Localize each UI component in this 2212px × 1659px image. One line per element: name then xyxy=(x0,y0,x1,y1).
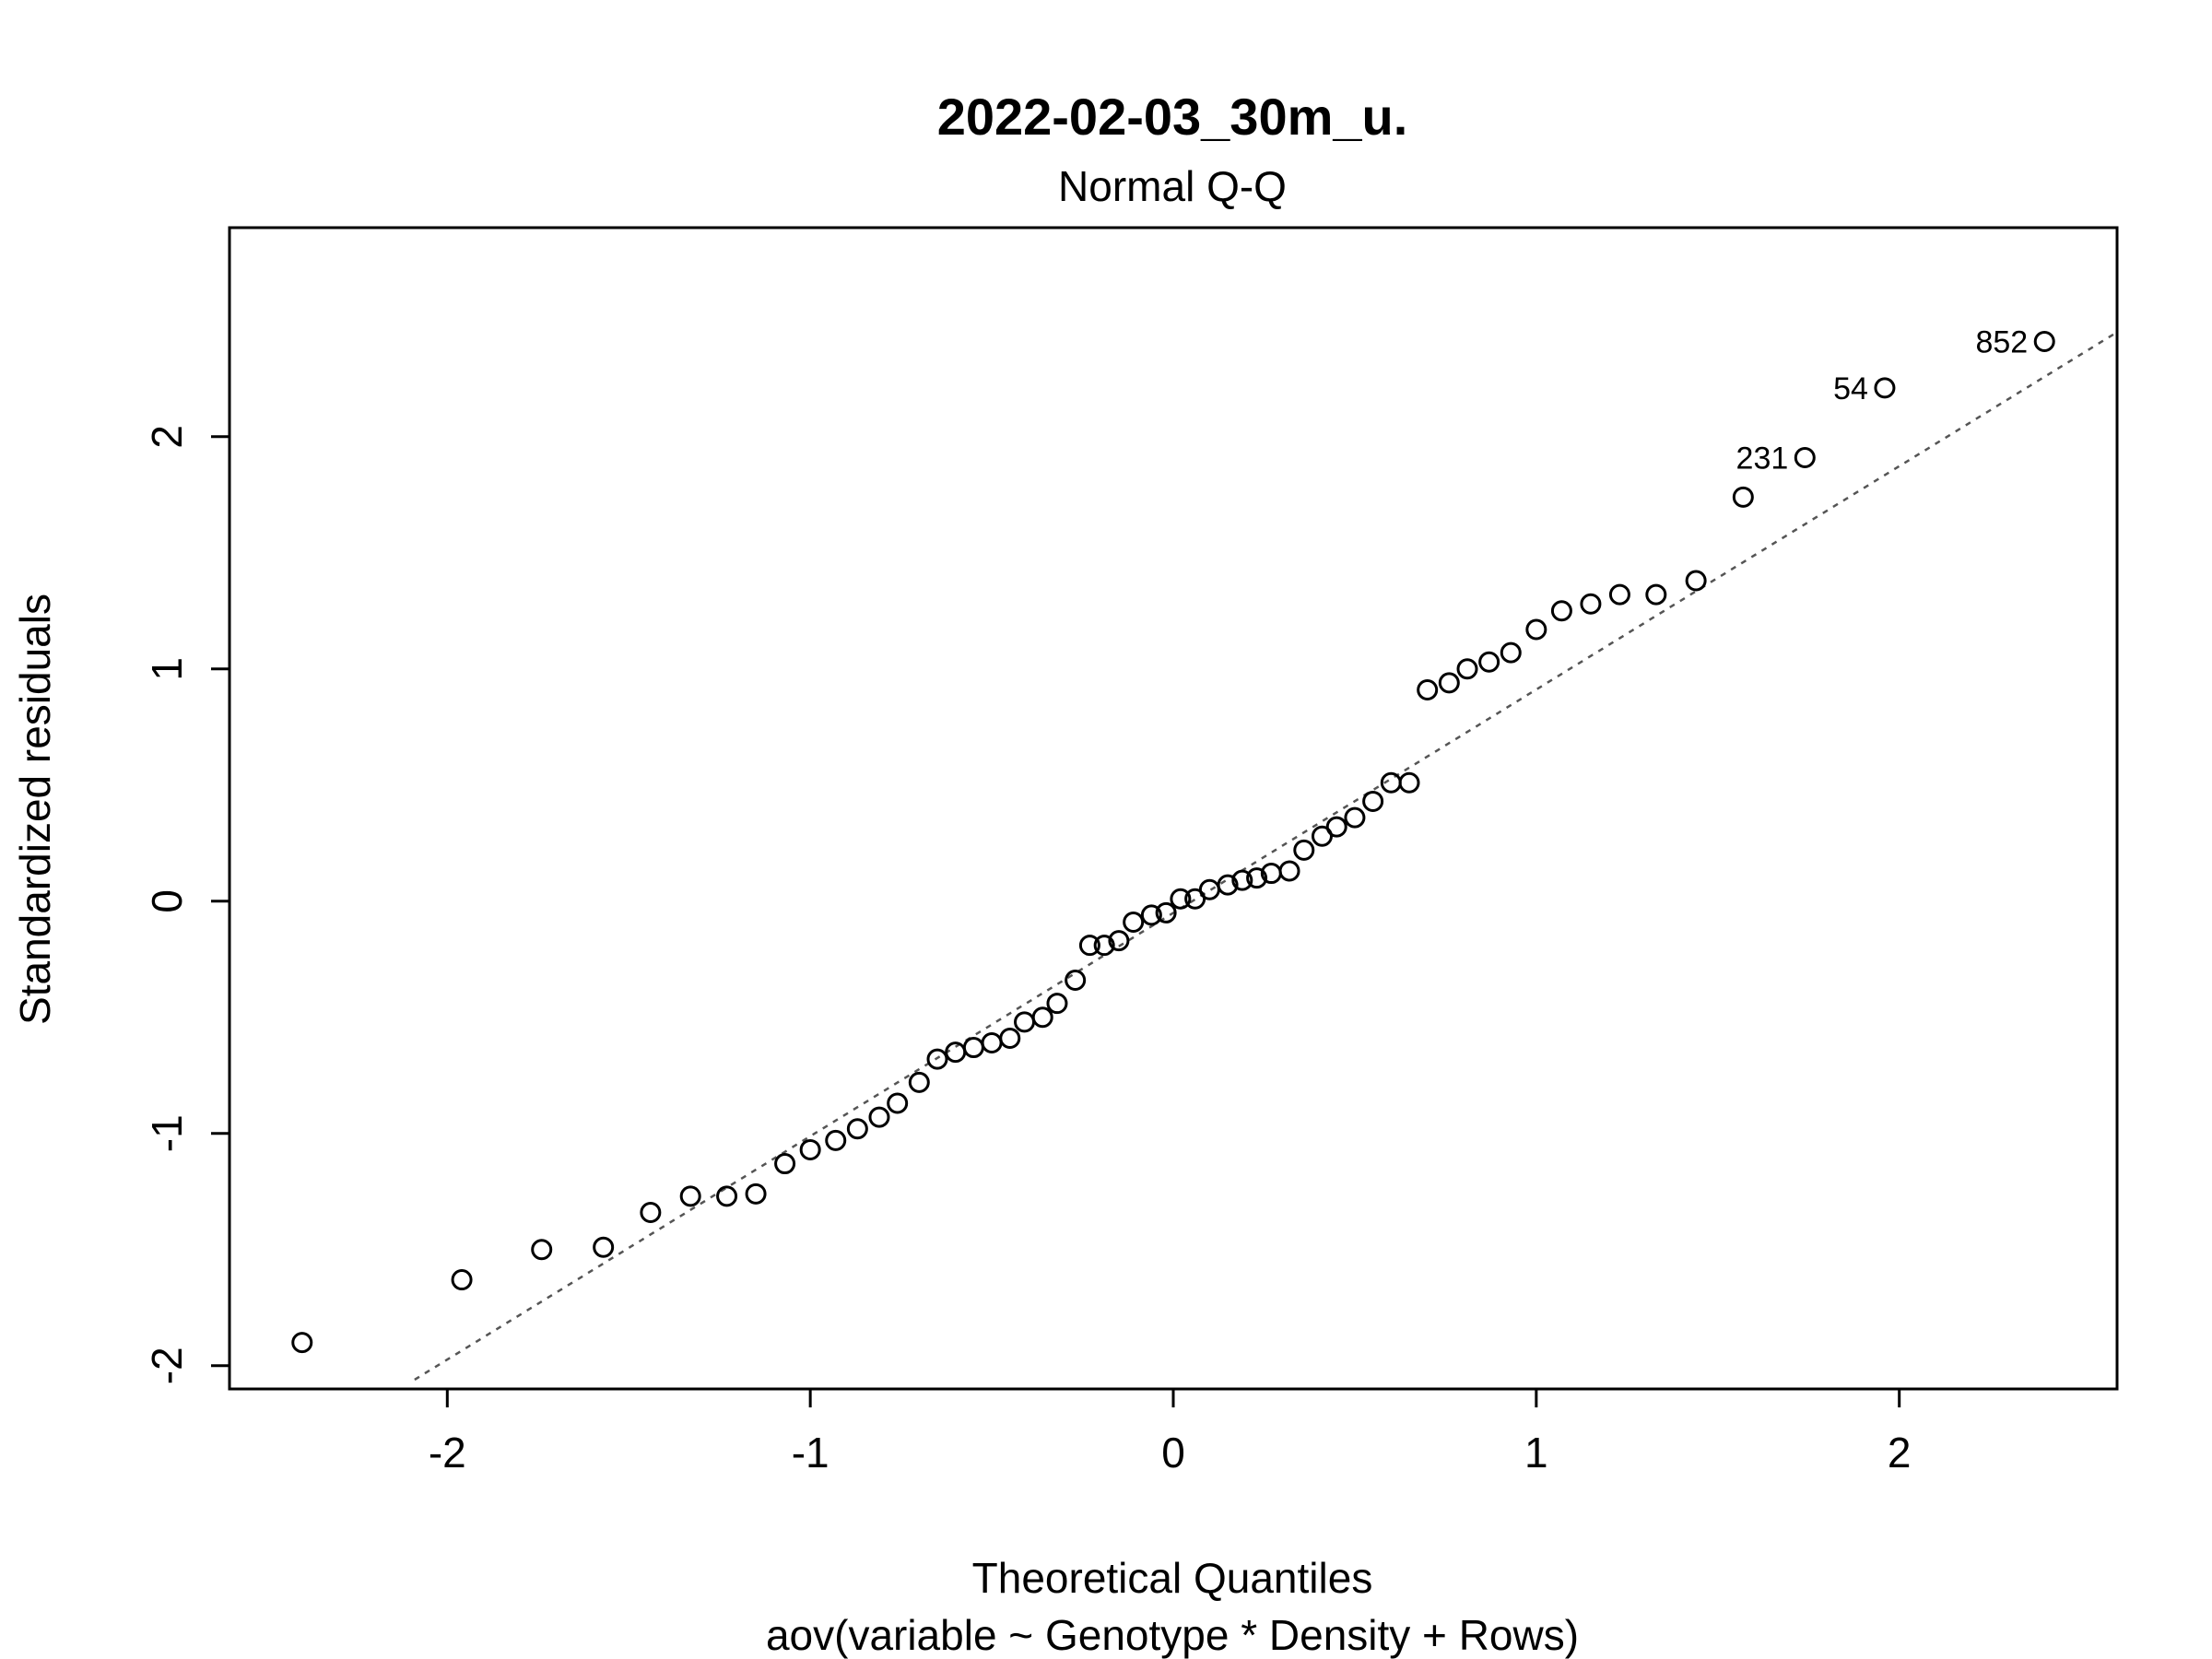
qq-point xyxy=(1108,930,1130,952)
qq-point xyxy=(1311,825,1333,847)
qq-point xyxy=(531,1239,553,1261)
qq-point xyxy=(1155,901,1177,924)
qq-point xyxy=(908,1071,930,1093)
qq-point xyxy=(1031,1006,1053,1029)
qq-point xyxy=(1278,860,1300,882)
qq-point xyxy=(593,1236,615,1258)
qq-point xyxy=(981,1032,1003,1054)
y-tick-label: 2 xyxy=(143,425,191,449)
qq-point xyxy=(1065,969,1087,991)
qq-point xyxy=(1478,651,1500,673)
x-axis-label: Theoretical Quantiles xyxy=(972,1554,1373,1602)
qq-point xyxy=(926,1048,948,1070)
x-tick-label: 1 xyxy=(1524,1429,1548,1477)
qq-point xyxy=(1093,935,1115,957)
y-tick-label: -1 xyxy=(143,1114,191,1152)
qq-point xyxy=(999,1027,1021,1049)
qq-point xyxy=(1580,593,1602,615)
qq-point xyxy=(1417,678,1439,700)
qq-point xyxy=(745,1182,767,1205)
qq-point xyxy=(1438,672,1460,694)
qq-point xyxy=(1293,839,1315,861)
qq-point xyxy=(1344,806,1366,829)
chart-subtitle: Normal Q-Q xyxy=(1058,162,1287,210)
qq-point xyxy=(1794,446,1816,468)
qq-point xyxy=(1685,570,1707,592)
qq-point xyxy=(825,1129,847,1151)
qq-point xyxy=(1198,878,1220,900)
point-label: 54 xyxy=(1833,371,1868,406)
qq-point xyxy=(451,1269,473,1291)
qq-point xyxy=(1184,888,1206,910)
qq-point xyxy=(1078,935,1100,957)
x-tick-label: -1 xyxy=(792,1429,830,1477)
chart-title: 2022-02-03_30m_u. xyxy=(937,88,1408,146)
qq-point xyxy=(1525,618,1547,641)
qq-point xyxy=(716,1185,738,1207)
qq-point xyxy=(1362,790,1384,812)
qq-point xyxy=(1874,377,1896,399)
plot-area: -2 -1 0 1 2 -2 -1 0 1 2 231 54 852 xyxy=(143,226,2119,1477)
qq-point xyxy=(1550,600,1572,622)
qq-point xyxy=(1170,888,1192,910)
qq-point xyxy=(1732,486,1754,508)
y-tick-label: 1 xyxy=(143,657,191,681)
x-axis-sublabel: aov(variable ~ Genotype * Density + Rows… xyxy=(766,1611,1579,1659)
qq-point xyxy=(887,1092,909,1114)
qq-point xyxy=(799,1138,821,1160)
qq-reference-line xyxy=(414,331,2117,1381)
qq-point xyxy=(291,1332,313,1354)
qq-point xyxy=(1398,771,1420,794)
qq-point xyxy=(640,1201,662,1223)
x-tick-label: -2 xyxy=(429,1429,466,1477)
qq-point xyxy=(679,1185,701,1207)
qq-point xyxy=(1456,658,1478,680)
qq-point xyxy=(1123,911,1145,933)
qq-point xyxy=(868,1106,890,1128)
y-tick-label: 0 xyxy=(143,889,191,913)
qq-point xyxy=(1608,583,1630,606)
qq-point xyxy=(1645,583,1667,606)
x-tick-label: 2 xyxy=(1888,1429,1912,1477)
qq-point xyxy=(1325,816,1347,838)
y-tick-label: -2 xyxy=(143,1347,191,1384)
qq-point xyxy=(1014,1011,1036,1033)
qq-point xyxy=(2033,330,2055,352)
qq-point xyxy=(1046,993,1068,1015)
point-label: 231 xyxy=(1736,441,1789,476)
qq-point xyxy=(1140,904,1162,926)
qq-point xyxy=(1231,869,1253,891)
qq-point xyxy=(1500,641,1522,664)
qq-point xyxy=(846,1118,868,1140)
point-label: 852 xyxy=(1975,324,2028,359)
qq-point xyxy=(1246,867,1268,889)
y-axis-label: Standardized residuals xyxy=(11,594,59,1025)
qq-point xyxy=(774,1153,796,1175)
x-tick-label: 0 xyxy=(1161,1429,1185,1477)
qq-point xyxy=(1217,874,1239,896)
qq-point xyxy=(962,1037,984,1059)
